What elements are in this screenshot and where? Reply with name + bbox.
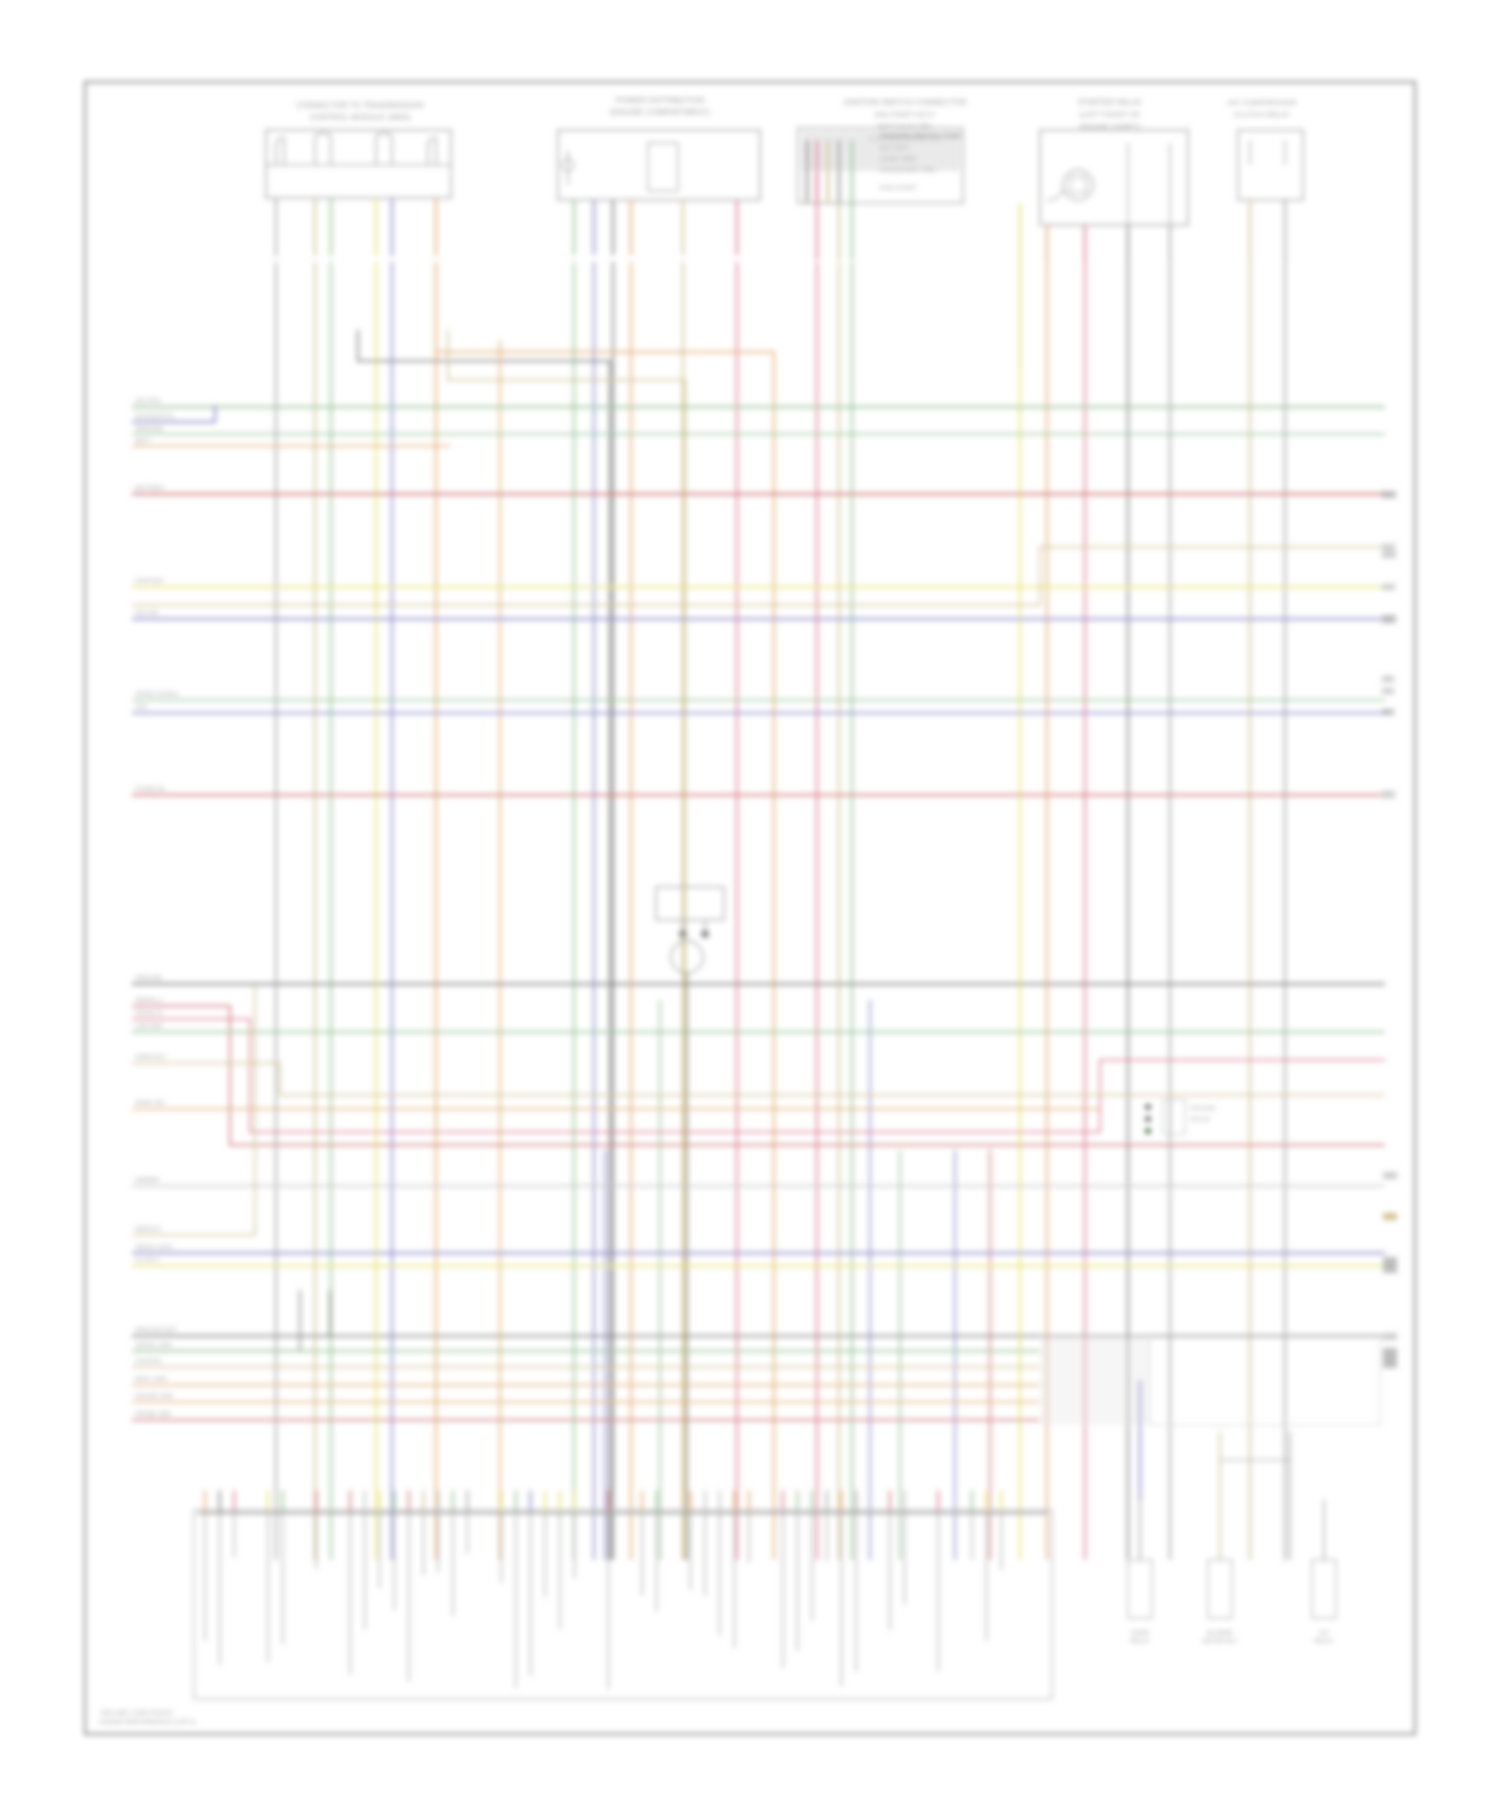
svg-text:VSS: VSS <box>135 705 147 711</box>
svg-text:STARTER RELAY: STARTER RELAY <box>1078 98 1143 107</box>
svg-text:FUSED B+: FUSED B+ <box>135 786 166 793</box>
svg-text:CONNECTOR TO TRANSMISSION: CONNECTOR TO TRANSMISSION <box>296 101 424 110</box>
svg-text:SPLICE: SPLICE <box>1190 1117 1211 1123</box>
svg-text:DIMMER: DIMMER <box>135 1178 160 1184</box>
svg-text:GROUND DIST: GROUND DIST <box>135 1328 177 1334</box>
svg-text:IGNITION: IGNITION <box>135 578 163 585</box>
svg-text:SPEED SIGNAL: SPEED SIGNAL <box>135 692 180 698</box>
svg-text:ENGINE GND: ENGINE GND <box>135 1394 174 1400</box>
svg-text:CHASSIS: CHASSIS <box>135 1359 161 1365</box>
svg-text:SIGNAL GND: SIGNAL GND <box>135 1343 172 1349</box>
svg-text:IGNITION SWITCH CONNECTOR: IGNITION SWITCH CONNECTOR <box>844 98 967 107</box>
svg-text:DIAGNOSTIC: DIAGNOSTIC <box>135 413 175 420</box>
svg-text:SIGNAL A: SIGNAL A <box>135 997 164 1004</box>
svg-text:HORN SW: HORN SW <box>135 1101 164 1107</box>
svg-text:BATTERY: BATTERY <box>880 145 910 152</box>
svg-text:GROUND: GROUND <box>135 975 163 982</box>
svg-text:CLASS 2: CLASS 2 <box>135 1258 160 1264</box>
svg-text:BATTERY: BATTERY <box>135 485 165 492</box>
svg-text:POWER DISTRIBUTION: POWER DISTRIBUTION <box>616 96 705 105</box>
svg-text:IGN START ACCY: IGN START ACCY <box>874 110 936 119</box>
svg-text:SIG RTN: SIG RTN <box>135 398 161 405</box>
svg-text:ACCESSORY PNK: ACCESSORY PNK <box>880 167 936 174</box>
svg-text:BODY GND: BODY GND <box>135 1377 168 1383</box>
svg-text:(LEFT FRONT OF: (LEFT FRONT OF <box>1080 110 1141 119</box>
svg-text:BLOWER: BLOWER <box>1207 1631 1234 1637</box>
svg-text:CLUTCH RELAY: CLUTCH RELAY <box>1234 110 1291 119</box>
svg-text:IGN SW: IGN SW <box>135 610 158 617</box>
svg-text:START BRN: START BRN <box>880 156 916 163</box>
svg-text:FRAME GND: FRAME GND <box>135 1412 172 1418</box>
svg-text:RELAY: RELAY <box>1130 1639 1149 1645</box>
svg-text:HORN: HORN <box>1131 1631 1149 1637</box>
svg-text:MOTOR RLY: MOTOR RLY <box>1202 1639 1237 1645</box>
svg-text:A/C COMPRESSOR: A/C COMPRESSOR <box>1228 98 1297 107</box>
svg-text:RUN START: RUN START <box>880 185 917 192</box>
svg-text:BATT RUN OFF: BATT RUN OFF <box>878 122 932 131</box>
svg-text:MODULE: MODULE <box>135 1227 161 1233</box>
svg-text:HORN RLY: HORN RLY <box>135 1054 167 1061</box>
svg-text:CONTROL MODULE (4WD): CONTROL MODULE (4WD) <box>310 113 411 122</box>
svg-text:ENGINE PERFORMANCE (3 OF 4): ENGINE PERFORMANCE (3 OF 4) <box>100 1720 195 1726</box>
svg-text:SERIAL DATA: SERIAL DATA <box>135 1245 173 1251</box>
svg-text:LOW REF: LOW REF <box>135 1023 163 1030</box>
svg-text:BATT: BATT <box>135 438 151 445</box>
svg-text:A/C: A/C <box>1319 1631 1330 1637</box>
svg-text:IGNITION SWITCH CONN: IGNITION SWITCH CONN <box>880 133 961 140</box>
svg-text:(ENGINE COMPARTMENT): (ENGINE COMPARTMENT) <box>610 108 710 117</box>
svg-text:SIGNAL B: SIGNAL B <box>135 1011 162 1017</box>
svg-text:GROUND: GROUND <box>1190 1106 1216 1112</box>
svg-text:GROUND: GROUND <box>135 426 163 433</box>
svg-text:RELAY: RELAY <box>1314 1639 1333 1645</box>
svg-text:2000 GMC C1500 PICKUP: 2000 GMC C1500 PICKUP <box>100 1711 172 1717</box>
